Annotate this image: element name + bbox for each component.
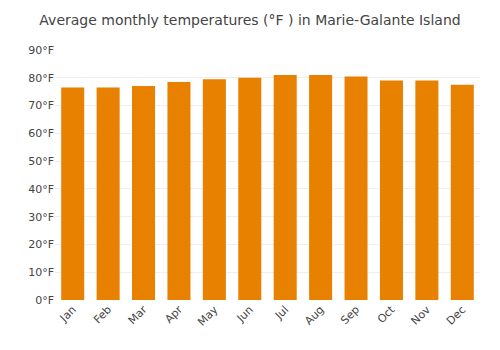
svg-text:0°F: 0°F [35, 294, 54, 307]
svg-text:50°F: 50°F [28, 155, 54, 168]
svg-text:20°F: 20°F [28, 238, 54, 251]
svg-text:Jun: Jun [234, 303, 256, 325]
svg-text:Dec: Dec [444, 303, 468, 327]
svg-text:70°F: 70°F [28, 99, 54, 112]
svg-text:Jul: Jul [272, 303, 291, 322]
svg-text:Oct: Oct [375, 303, 398, 326]
svg-text:Apr: Apr [162, 303, 185, 326]
svg-text:40°F: 40°F [28, 183, 54, 196]
svg-text:90°F: 90°F [28, 44, 54, 57]
svg-text:Feb: Feb [91, 303, 114, 326]
svg-text:May: May [195, 303, 221, 329]
svg-text:Nov: Nov [409, 303, 434, 328]
svg-text:30°F: 30°F [28, 211, 54, 224]
svg-text:60°F: 60°F [28, 127, 54, 140]
svg-text:Average monthly temperatures (: Average monthly temperatures (°F ) in Ma… [39, 12, 460, 28]
svg-text:Sep: Sep [338, 303, 362, 327]
svg-text:Aug: Aug [302, 303, 326, 327]
svg-text:Jan: Jan [57, 303, 79, 325]
svg-text:80°F: 80°F [28, 72, 54, 85]
svg-text:Mar: Mar [126, 303, 150, 327]
svg-text:10°F: 10°F [28, 266, 54, 279]
